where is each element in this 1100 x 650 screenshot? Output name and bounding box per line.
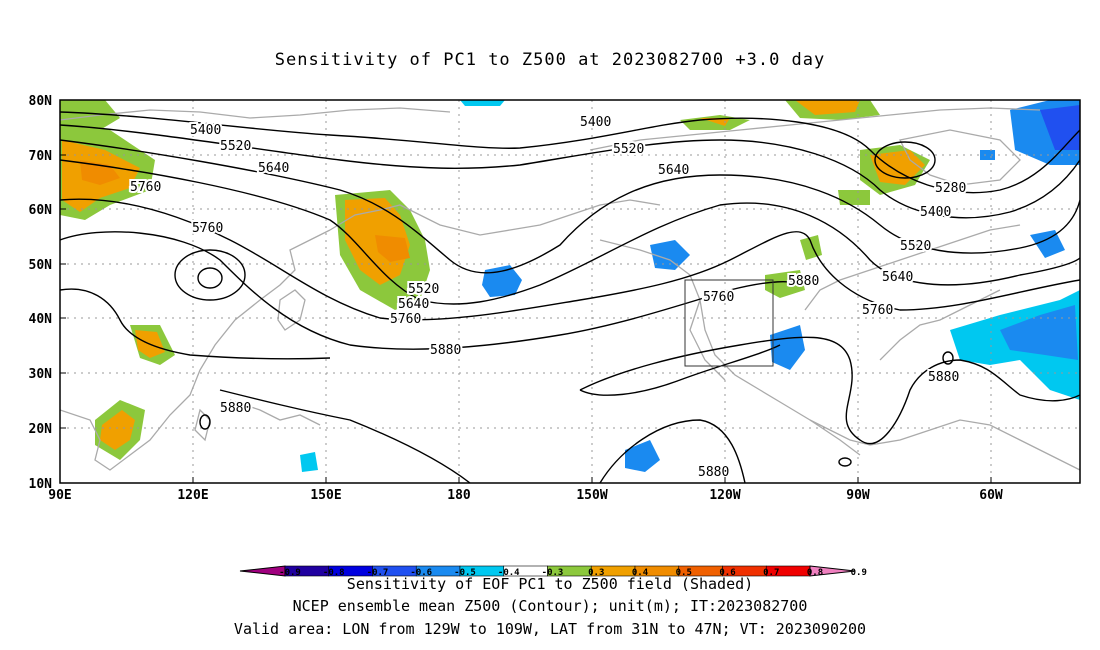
contour-label: 5880 [220,401,251,416]
lon-label: 120E [177,488,208,503]
colorbar-tick-label: 0.7 [763,568,779,578]
colorbar-tick-label: 0.4 [632,568,649,578]
contour-label: 5760 [862,303,893,318]
contour-label: 5640 [398,297,429,312]
contour-label: 5520 [408,282,439,297]
colorbar: -0.9 -0.8 -0.7 -0.6 -0.5 -0.4 -0.3 0.3 0.4 0.5 0.6… [239,565,867,578]
colorbar-tick-label: 0.6 [719,568,735,578]
lon-label: 90E [48,488,71,503]
colorbar-tick-label: -0.9 [279,568,301,578]
contour-label: 5880 [928,370,959,385]
colorbar-tick-label: 0.3 [588,568,604,578]
axis-ticks [60,99,992,483]
contour-label: 5640 [258,161,289,176]
colorbar-tick-label: 0.5 [676,568,692,578]
lon-label: 180 [447,488,471,503]
coastlines [60,107,1080,471]
lat-lon-grid [60,100,1080,483]
lon-label: 150E [310,488,341,503]
plot-title: Sensitivity of PC1 to Z500 at 2023082700… [274,50,826,70]
lat-label: 70N [29,149,53,164]
lat-label: 40N [29,312,53,327]
contour-label: 5760 [130,180,161,195]
contour-label: 5400 [190,123,221,138]
colorbar-tick-label: -0.8 [323,568,345,578]
lat-label: 80N [29,94,53,109]
contour-label: 5880 [698,465,729,480]
contour-label: 5760 [703,290,734,305]
contour-label: 5520 [220,139,251,154]
contour-label: 5400 [580,115,611,130]
sensitivity-shading [60,100,1080,472]
contour-label: 5520 [900,239,931,254]
colorbar-tick-label: 0.8 [807,568,823,578]
colorbar-label: Sensitivity of EOF PC1 to Z500 field (Sh… [346,575,754,593]
lat-label: 20N [29,422,53,437]
lat-label: 60N [29,203,53,218]
colorbar-tick-label: -0.7 [367,568,389,578]
contour-label: 5880 [788,274,819,289]
lat-label: 10N [29,477,53,492]
colorbar-tick-label: -0.4 [498,568,520,578]
colorbar-tick-label: -0.6 [410,568,432,578]
contour-label: 5880 [430,343,461,358]
contour-label: 5640 [658,163,689,178]
lon-label: 150W [576,488,607,503]
contour-label: 5760 [192,221,223,236]
footer-line-2: Valid area: LON from 129W to 109W, LAT f… [233,620,867,638]
contour-label: 5760 [390,312,421,327]
colorbar-end-high [809,565,856,577]
lon-label: 120W [709,488,740,503]
colorbar-tick-label: -0.3 [542,568,564,578]
lon-label: 60W [979,488,1003,503]
lon-label: 90W [846,488,870,503]
colorbar-tick-label: 0.9 [851,568,867,578]
map-frame [59,99,1081,484]
contour-label: 5280 [935,181,966,196]
lat-label: 50N [29,258,53,273]
colorbar-tick-label: -0.5 [454,568,476,578]
valid-area-box [684,279,774,367]
footer-line-1: NCEP ensemble mean Z500 (Contour); unit(… [292,597,808,615]
z500-contours [60,111,1080,483]
lat-label: 30N [29,367,53,382]
contour-label: 5520 [613,142,644,157]
contour-label: 5640 [882,270,913,285]
contour-label: 5400 [920,205,951,220]
